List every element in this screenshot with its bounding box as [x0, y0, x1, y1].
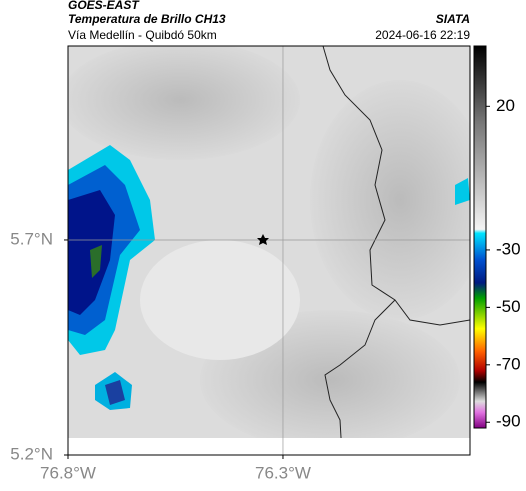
x-tick-label: 76.8°W: [40, 463, 96, 482]
x-tick-label: 76.3°W: [255, 463, 311, 482]
map-frame: [67, 45, 471, 456]
datetime: 2024-06-16 22:19: [375, 28, 470, 42]
colorbar-label: -90: [496, 412, 521, 431]
subtitle: Temperatura de Brillo CH13: [68, 12, 226, 26]
colorbar-label: -30: [496, 239, 521, 258]
title: GOES-EAST: [68, 0, 140, 12]
colorbar-label: 20: [496, 96, 515, 115]
imagery: [68, 46, 470, 455]
region: Vía Medellín - Quibdó 50km: [68, 28, 217, 42]
location-star: [257, 234, 269, 245]
colorbar-label: -70: [496, 354, 521, 373]
source: SIATA: [436, 12, 470, 26]
y-tick-label: 5.7°N: [10, 229, 53, 248]
colorbar-label: -50: [496, 297, 521, 316]
colorbar: [473, 45, 487, 429]
y-tick-label: 5.2°N: [10, 444, 53, 463]
